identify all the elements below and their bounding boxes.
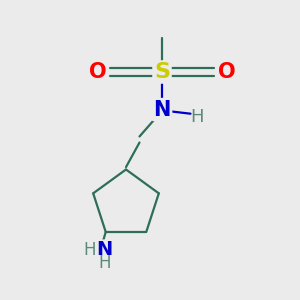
Text: O: O — [89, 62, 106, 82]
Text: S: S — [154, 62, 170, 82]
Text: O: O — [218, 62, 235, 82]
Text: N: N — [96, 240, 112, 260]
Text: H: H — [98, 254, 110, 272]
Text: N: N — [153, 100, 171, 119]
Text: H: H — [83, 241, 95, 259]
Text: H: H — [190, 108, 204, 126]
